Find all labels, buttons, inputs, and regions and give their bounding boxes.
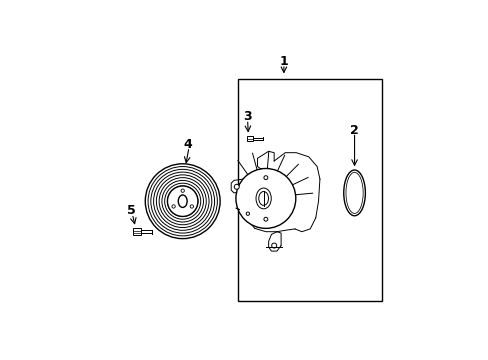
Circle shape xyxy=(264,176,267,180)
Text: 3: 3 xyxy=(242,110,251,123)
Ellipse shape xyxy=(346,172,363,213)
Ellipse shape xyxy=(256,188,271,209)
Text: 4: 4 xyxy=(183,138,192,150)
Circle shape xyxy=(245,212,249,215)
Bar xyxy=(238,79,382,301)
Bar xyxy=(133,228,141,235)
Text: 1: 1 xyxy=(279,55,287,68)
Circle shape xyxy=(234,184,239,189)
Text: 5: 5 xyxy=(127,204,136,217)
Ellipse shape xyxy=(343,170,365,216)
Text: 2: 2 xyxy=(349,124,358,137)
Circle shape xyxy=(235,168,295,228)
Circle shape xyxy=(190,205,193,208)
Circle shape xyxy=(167,186,198,216)
Circle shape xyxy=(172,205,175,208)
Ellipse shape xyxy=(258,192,268,205)
Circle shape xyxy=(181,189,184,192)
Bar xyxy=(246,136,252,141)
Circle shape xyxy=(264,217,267,221)
Ellipse shape xyxy=(178,195,187,207)
Circle shape xyxy=(271,243,276,248)
